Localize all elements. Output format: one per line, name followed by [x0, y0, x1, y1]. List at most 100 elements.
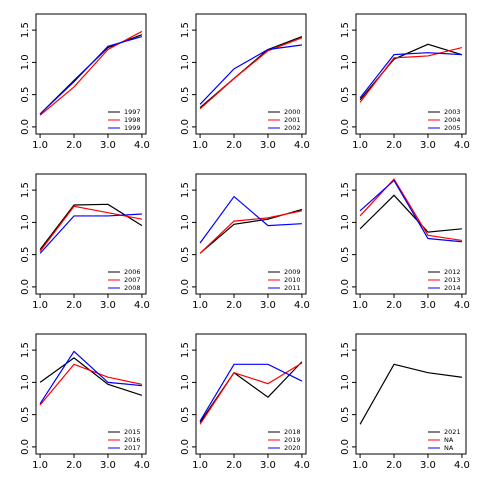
y-tick-label: 1.5 — [340, 342, 351, 358]
plot-box — [35, 13, 147, 135]
x-tick-label: 2.0 — [66, 300, 82, 311]
x-tick-label: 4.0 — [134, 460, 150, 471]
series-line — [359, 179, 462, 243]
x-tick-label: 2.0 — [66, 140, 82, 151]
series-line — [359, 43, 463, 101]
legend-label: 2020 — [284, 444, 301, 452]
legend-label: 2014 — [444, 284, 461, 292]
x-tick-label: 1.0 — [192, 140, 208, 151]
x-tick-label: 4.0 — [454, 140, 470, 151]
y-tick-label: 0.5 — [340, 247, 351, 263]
x-tick-label: 3.0 — [100, 140, 116, 151]
x-tick-label: 1.0 — [352, 140, 368, 151]
x-tick-label: 3.0 — [260, 300, 276, 311]
y-tick-label: 0.0 — [180, 119, 191, 135]
legend-label: 2010 — [284, 276, 301, 284]
plot-box — [35, 333, 147, 455]
x-tick-label: 3.0 — [100, 300, 116, 311]
legend-label: 2004 — [444, 116, 461, 124]
series-line — [199, 361, 303, 423]
series-line — [359, 178, 463, 242]
x-tick-label: 3.0 — [420, 460, 436, 471]
y-tick-label: 1.0 — [340, 374, 351, 390]
legend-label: NA — [444, 444, 454, 452]
x-tick-label: 1.0 — [32, 300, 48, 311]
legend-label: 1999 — [124, 124, 141, 132]
legend-label: 2013 — [444, 276, 461, 284]
y-tick-label: 1.0 — [340, 54, 351, 70]
legend-label: NA — [444, 436, 454, 444]
series-line — [359, 363, 463, 425]
series-line — [359, 46, 463, 103]
legend-label: 2012 — [444, 268, 461, 276]
x-tick-label: 1.0 — [32, 140, 48, 151]
x-tick-label: 4.0 — [134, 300, 150, 311]
legend-label: 2006 — [124, 268, 141, 276]
legend-label: 2019 — [284, 436, 301, 444]
x-tick-label: 1.0 — [32, 460, 48, 471]
x-tick-label: 2.0 — [66, 460, 82, 471]
x-tick-label: 2.0 — [226, 300, 242, 311]
series-line — [39, 30, 143, 116]
series-line — [199, 37, 303, 110]
y-tick-label: 1.5 — [180, 22, 191, 38]
x-tick-label: 2.0 — [386, 300, 402, 311]
y-tick-label: 0.5 — [180, 247, 191, 263]
x-tick-label: 4.0 — [454, 460, 470, 471]
series-line — [199, 362, 303, 425]
x-tick-label: 1.0 — [352, 300, 368, 311]
y-tick-label: 1.0 — [20, 54, 31, 70]
series-line — [39, 350, 142, 405]
x-tick-label: 4.0 — [134, 140, 150, 151]
x-tick-label: 4.0 — [294, 300, 310, 311]
x-tick-label: 1.0 — [192, 300, 208, 311]
y-tick-label: 0.0 — [340, 119, 351, 135]
y-tick-label: 1.5 — [340, 22, 351, 38]
series-line — [39, 213, 142, 254]
y-tick-label: 0.0 — [20, 119, 31, 135]
legend-label: 2021 — [444, 428, 461, 436]
legend-label: 1997 — [124, 108, 141, 116]
y-tick-label: 1.5 — [20, 342, 31, 358]
y-tick-label: 1.0 — [180, 374, 191, 390]
plot-box — [355, 333, 467, 455]
plot-box — [195, 333, 307, 455]
y-tick-label: 0.0 — [180, 279, 191, 295]
x-tick-label: 3.0 — [420, 140, 436, 151]
plot-box — [355, 173, 467, 295]
y-tick-label: 0.0 — [340, 279, 351, 295]
series-line — [199, 208, 303, 254]
legend-label: 2005 — [444, 124, 461, 132]
x-tick-label: 4.0 — [294, 140, 310, 151]
y-tick-label: 0.0 — [20, 279, 31, 295]
y-tick-label: 1.5 — [340, 182, 351, 198]
x-tick-label: 3.0 — [260, 460, 276, 471]
x-tick-label: 2.0 — [386, 460, 402, 471]
legend-label: 2009 — [284, 268, 301, 276]
series-line — [199, 195, 302, 244]
plot-box — [195, 173, 307, 295]
legend-label: 2015 — [124, 428, 141, 436]
y-tick-label: 1.0 — [340, 214, 351, 230]
series-line — [39, 36, 143, 115]
legend-label: 2018 — [284, 428, 301, 436]
series-line — [39, 205, 143, 252]
series-line — [39, 357, 143, 396]
y-tick-label: 0.5 — [20, 247, 31, 263]
x-tick-label: 3.0 — [100, 460, 116, 471]
legend-label: 2001 — [284, 116, 301, 124]
series-line — [359, 52, 462, 99]
legend-label: 2000 — [284, 108, 301, 116]
legend-label: 2003 — [444, 108, 461, 116]
y-tick-label: 0.5 — [20, 87, 31, 103]
legend-label: 2016 — [124, 436, 141, 444]
